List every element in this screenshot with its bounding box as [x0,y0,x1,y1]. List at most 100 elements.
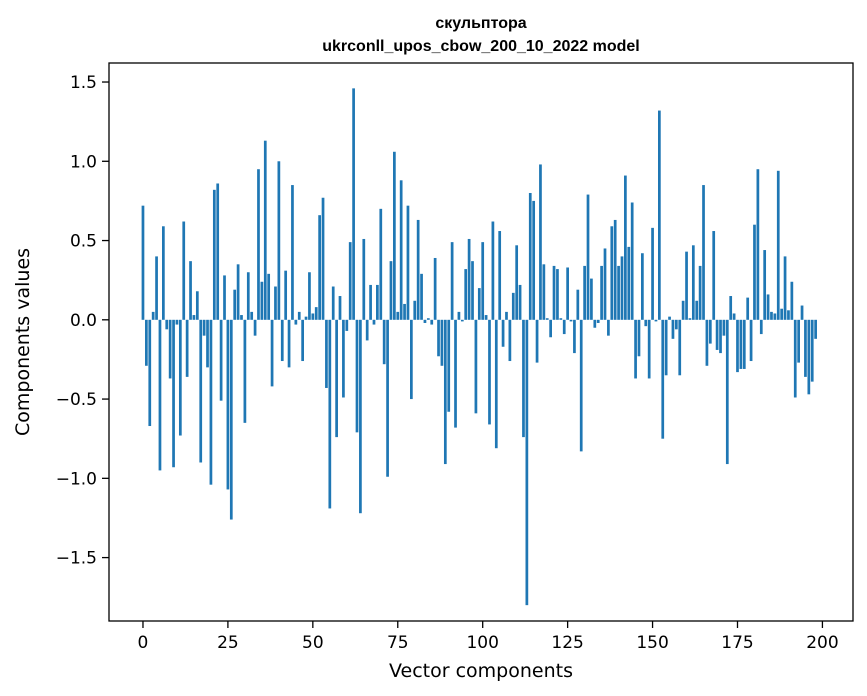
bar-component-133 [593,319,597,328]
bar-component-194 [800,305,804,320]
bar-component-100 [481,242,485,320]
bar-component-30 [243,319,247,423]
bar-component-77 [403,303,406,320]
bar-component-168 [712,231,716,320]
bar-component-146 [637,319,641,357]
bar-component-54 [325,319,328,388]
bar-component-112 [522,319,525,438]
bar-component-47 [301,319,304,362]
bar-component-41 [280,319,284,362]
bar-component-150 [651,227,654,320]
bar-component-9 [172,319,175,468]
bar-component-59 [342,319,345,398]
bar-component-141 [620,256,624,320]
bar-component-69 [376,284,379,320]
bar-component-29 [240,315,243,320]
bar-component-52 [318,215,321,320]
bar-component-74 [393,151,396,320]
bar-component-63 [355,319,359,433]
bar-component-58 [338,296,342,320]
bar-component-27 [233,289,237,320]
bar-component-31 [246,272,250,320]
chart-title-line2: ukrconll_upos_cbow_200_10_2022 model [322,38,639,55]
bar-component-195 [804,319,807,377]
bar-component-192 [793,319,797,398]
bar-component-173 [729,296,733,320]
bar-component-155 [668,316,671,320]
bar-component-175 [736,319,739,373]
bar-component-127 [573,319,576,354]
bar-component-151 [654,319,658,322]
bar-component-101 [484,315,488,320]
y-tick-label: 0.5 [70,232,97,252]
bar-component-170 [719,319,722,354]
bar-component-163 [695,300,699,320]
bar-component-32 [250,311,254,320]
x-axis-ticks: 0 25 50 75 100 125 150 175 200 [138,621,839,653]
bar-component-139 [613,219,617,320]
bar-component-188 [780,308,784,320]
bar-component-23 [219,319,223,401]
bar-component-165 [702,185,705,320]
bar-component-129 [579,319,583,452]
y-tick-label: 1.5 [70,73,97,93]
bar-component-179 [749,319,753,362]
bar-component-176 [739,319,743,369]
bar-component-177 [742,319,746,369]
bar-component-48 [304,316,308,320]
bar-component-109 [511,292,515,320]
bar-component-96 [467,238,471,320]
bar-component-180 [753,224,756,320]
x-tick-label: 25 [217,633,239,653]
bar-component-197 [810,319,814,382]
x-tick-label: 75 [387,633,409,653]
bar-component-134 [596,319,600,323]
bar-component-174 [732,313,736,320]
bar-component-37 [267,273,271,320]
bar-component-61 [348,242,352,320]
bar-component-50 [311,313,315,320]
bar-component-97 [471,261,474,320]
x-tick-label: 175 [721,633,753,653]
bar-component-79 [410,319,413,400]
bar-component-89 [443,319,447,465]
bar-component-164 [698,265,702,320]
bar-component-106 [501,319,505,347]
bar-component-157 [674,319,678,330]
bar-component-118 [542,264,546,320]
bar-component-95 [464,269,468,320]
bar-component-143 [627,246,631,320]
bar-component-124 [562,319,566,335]
bar-component-1 [145,319,148,366]
bar-component-183 [763,250,767,320]
bar-component-26 [229,319,233,520]
bar-component-67 [369,284,372,320]
bar-component-159 [681,300,685,320]
bar-component-104 [494,319,498,449]
bar-component-15 [192,315,196,320]
bar-component-13 [185,319,189,377]
bar-component-46 [297,311,301,320]
y-axis-label: Components values [12,248,34,436]
bar-component-71 [382,319,386,365]
bar-component-82 [420,273,423,320]
bar-component-98 [474,319,478,414]
bar-component-34 [257,169,260,320]
bar-component-121 [552,265,556,320]
bar-component-172 [725,319,729,465]
bar-component-0 [141,205,145,320]
bar-component-123 [559,318,563,320]
x-tick-label: 50 [302,633,324,653]
bar-component-65 [362,238,366,320]
bar-component-156 [671,319,675,339]
x-tick-label: 125 [551,633,583,653]
bar-component-87 [437,319,440,357]
bar-component-131 [586,194,590,320]
x-tick-label: 100 [466,633,498,653]
bar-component-193 [797,319,800,363]
bar-component-162 [691,245,695,320]
bar-component-190 [787,310,790,320]
bar-component-140 [617,265,620,320]
bar-component-107 [505,311,508,320]
bar-component-114 [528,192,532,320]
